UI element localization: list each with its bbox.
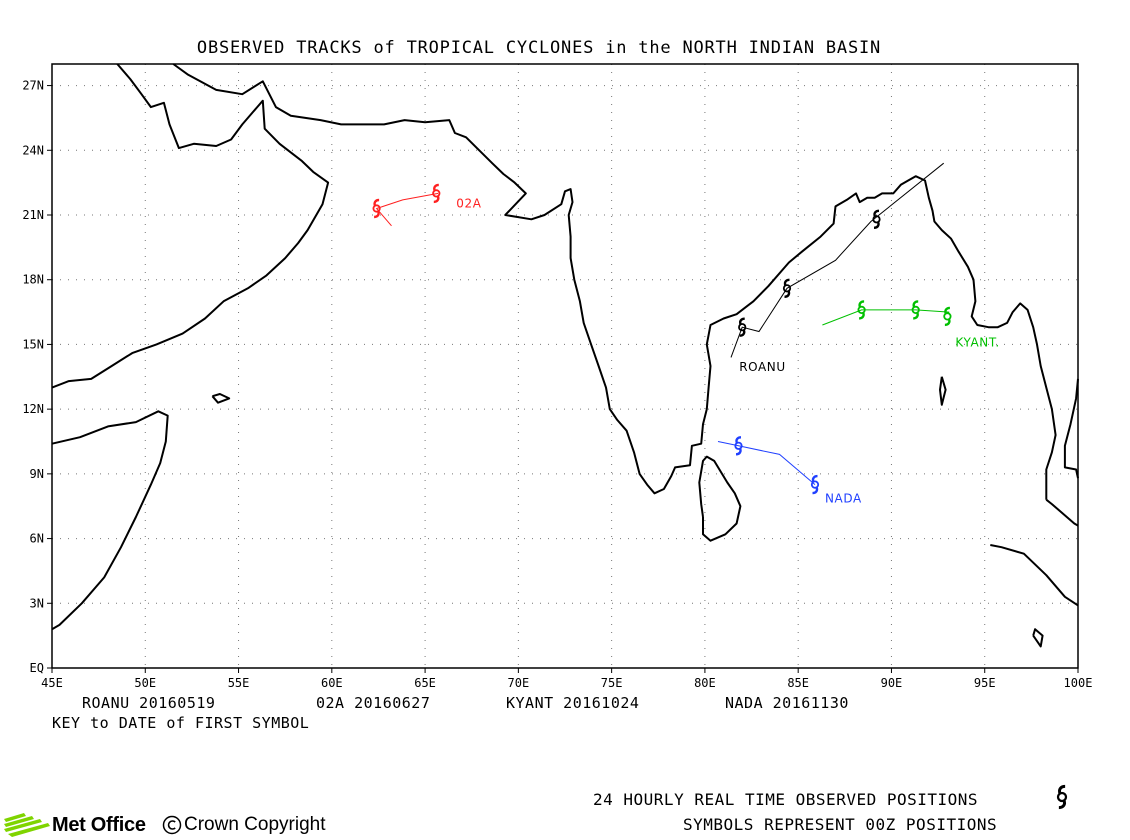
lat-tick-label: 9N <box>30 467 44 481</box>
lon-tick-label: 45E <box>41 676 63 690</box>
lon-tick-label: 80E <box>694 676 716 690</box>
lat-tick-label: 24N <box>22 143 44 157</box>
storm-track-roanu: ROANU <box>730 162 945 374</box>
cyclone-symbol-icon <box>943 306 952 327</box>
storm-track-nada: NADA <box>717 436 862 506</box>
footer-positions-text: 24 HOURLY REAL TIME OBSERVED POSITIONS <box>593 790 979 809</box>
track-line <box>822 309 950 326</box>
map-title: OBSERVED TRACKS of TROPICAL CYCLONES in … <box>196 38 882 58</box>
lon-tick-label: 95E <box>974 676 996 690</box>
lat-tick-label: 15N <box>22 337 44 351</box>
coastline <box>698 455 742 542</box>
plot-frame <box>51 63 1079 669</box>
brand-name: Met Office <box>52 813 146 836</box>
track-line <box>730 162 945 358</box>
coastline <box>939 376 947 406</box>
storm-label: KYANT. <box>955 335 999 349</box>
coastline <box>51 63 330 389</box>
cyclone-symbol-icon <box>1056 784 1068 810</box>
coastline <box>1045 498 1079 527</box>
storm-track-02a: 02A <box>372 183 481 227</box>
storm-track-kyant: KYANT. <box>822 300 999 349</box>
lon-tick-label: 60E <box>321 676 343 690</box>
storm-label: 02A <box>456 196 481 210</box>
storm-label: ROANU <box>739 360 786 374</box>
lon-tick-label: 90E <box>881 676 903 690</box>
footer-symbols-text: SYMBOLS REPRESENT 00Z POSITIONS <box>683 815 998 834</box>
lon-tick-label: 65E <box>414 676 436 690</box>
track-line <box>717 441 816 485</box>
lat-tick-label: 12N <box>22 402 44 416</box>
lat-tick-label: 18N <box>22 273 44 287</box>
lon-tick-label: 85E <box>787 676 809 690</box>
legend-date-roanu: ROANU 20160519 <box>82 694 216 712</box>
lon-tick-label: 75E <box>601 676 623 690</box>
coastline <box>211 393 231 404</box>
coastline <box>990 544 1079 607</box>
track-line <box>375 192 439 227</box>
storm-tracks: ROANU 02A KYANT. NADA <box>372 162 999 506</box>
met-office-logo-icon <box>4 813 50 837</box>
copyright-icon <box>162 815 182 835</box>
legend-date-kyant: KYANT 20161024 <box>506 694 640 712</box>
copyright: Crown Copyright <box>162 814 326 836</box>
coastline <box>51 410 169 631</box>
lon-tick-label: 55E <box>228 676 250 690</box>
coastline <box>1032 628 1044 648</box>
lat-tick-label: EQ <box>30 661 44 675</box>
lat-tick-label: 6N <box>30 532 44 546</box>
coastline <box>172 63 1057 500</box>
lon-tick-label: 70E <box>508 676 530 690</box>
lat-tick-label: 21N <box>22 208 44 222</box>
met-office-logo: Met Office <box>4 812 146 838</box>
copyright-text: Crown Copyright <box>184 814 326 835</box>
legend-date-02a: 02A 20160627 <box>316 694 431 712</box>
coastline <box>1063 378 1079 479</box>
storm-label: NADA <box>825 492 862 506</box>
lat-lon-grid: 45E 50E 55E 60E 65E 70E 75E 80E 85E 90E 95E 100E EQ 3… <box>22 64 1092 690</box>
lat-tick-label: 27N <box>22 79 44 93</box>
coastlines <box>51 63 1079 648</box>
lat-tick-label: 3N <box>30 596 44 610</box>
legend-date-nada: NADA 20161130 <box>725 694 849 712</box>
legend-key-text: KEY to DATE of FIRST SYMBOL <box>52 714 310 732</box>
lon-tick-label: 50E <box>134 676 156 690</box>
lon-tick-label: 100E <box>1064 676 1093 690</box>
